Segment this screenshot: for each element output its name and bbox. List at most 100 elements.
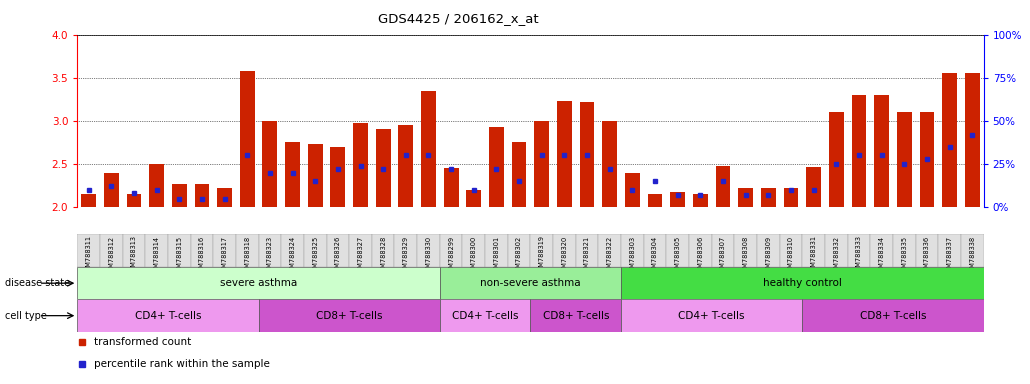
- Bar: [621, 235, 644, 267]
- Text: percentile rank within the sample: percentile rank within the sample: [94, 359, 270, 369]
- Bar: [671, 192, 685, 207]
- Bar: [530, 300, 621, 332]
- Text: CD4+ T-cells: CD4+ T-cells: [135, 311, 201, 321]
- Bar: [240, 71, 254, 207]
- Bar: [394, 235, 417, 267]
- Bar: [734, 235, 757, 267]
- Bar: [81, 194, 96, 207]
- Bar: [304, 235, 327, 267]
- Text: GSM788320: GSM788320: [561, 235, 568, 276]
- Text: GSM788319: GSM788319: [539, 235, 545, 275]
- Bar: [512, 142, 526, 207]
- Bar: [874, 95, 889, 207]
- Bar: [331, 147, 345, 207]
- Text: CD4+ T-cells: CD4+ T-cells: [452, 311, 518, 321]
- Bar: [485, 235, 508, 267]
- Bar: [757, 235, 780, 267]
- Bar: [693, 194, 708, 207]
- Text: CD8+ T-cells: CD8+ T-cells: [860, 311, 926, 321]
- Bar: [761, 188, 776, 207]
- Text: GSM788316: GSM788316: [199, 235, 205, 276]
- Text: non-severe asthma: non-severe asthma: [480, 278, 581, 288]
- Bar: [236, 235, 259, 267]
- Bar: [259, 300, 440, 332]
- Text: GSM788327: GSM788327: [357, 235, 364, 276]
- Text: GSM788315: GSM788315: [176, 235, 182, 276]
- Text: GSM788311: GSM788311: [85, 235, 92, 275]
- Text: GSM788325: GSM788325: [312, 235, 318, 276]
- Text: CD4+ T-cells: CD4+ T-cells: [679, 311, 745, 321]
- Text: GSM788310: GSM788310: [788, 235, 794, 276]
- Bar: [712, 235, 734, 267]
- Bar: [145, 235, 168, 267]
- Bar: [308, 144, 322, 207]
- Bar: [648, 194, 662, 207]
- Bar: [100, 235, 123, 267]
- Text: GDS4425 / 206162_x_at: GDS4425 / 206162_x_at: [378, 12, 539, 25]
- Bar: [259, 235, 281, 267]
- Bar: [213, 235, 236, 267]
- Text: GSM788328: GSM788328: [380, 235, 386, 276]
- Bar: [829, 112, 844, 207]
- Bar: [353, 123, 368, 207]
- Bar: [77, 300, 259, 332]
- Bar: [557, 101, 572, 207]
- Text: GSM788335: GSM788335: [901, 235, 907, 276]
- Bar: [440, 267, 621, 300]
- Text: GSM788304: GSM788304: [652, 235, 658, 276]
- Bar: [263, 121, 277, 207]
- Bar: [376, 129, 390, 207]
- Bar: [421, 91, 436, 207]
- Bar: [440, 300, 530, 332]
- Text: GSM788323: GSM788323: [267, 235, 273, 276]
- Bar: [716, 166, 730, 207]
- Bar: [508, 235, 530, 267]
- Text: GSM788324: GSM788324: [289, 235, 296, 276]
- Bar: [149, 164, 164, 207]
- Text: GSM788334: GSM788334: [879, 235, 885, 276]
- Bar: [535, 121, 549, 207]
- Text: GSM788300: GSM788300: [471, 235, 477, 276]
- Bar: [191, 235, 213, 267]
- Text: CD8+ T-cells: CD8+ T-cells: [316, 311, 382, 321]
- Bar: [938, 235, 961, 267]
- Bar: [285, 142, 300, 207]
- Text: disease state: disease state: [5, 278, 70, 288]
- Bar: [625, 173, 640, 207]
- Text: GSM788337: GSM788337: [947, 235, 953, 276]
- Bar: [942, 73, 957, 207]
- Text: GSM788326: GSM788326: [335, 235, 341, 276]
- Bar: [281, 235, 304, 267]
- Bar: [666, 235, 689, 267]
- Bar: [689, 235, 712, 267]
- Text: GSM788338: GSM788338: [969, 235, 975, 276]
- Bar: [553, 235, 576, 267]
- Text: GSM788321: GSM788321: [584, 235, 590, 276]
- Text: GSM788314: GSM788314: [153, 235, 160, 276]
- Bar: [349, 235, 372, 267]
- Bar: [104, 173, 118, 207]
- Bar: [489, 127, 504, 207]
- Bar: [467, 190, 481, 207]
- Bar: [530, 235, 553, 267]
- Text: GSM788306: GSM788306: [697, 235, 703, 276]
- Text: GSM788313: GSM788313: [131, 235, 137, 275]
- Bar: [920, 112, 934, 207]
- Text: GSM788317: GSM788317: [221, 235, 228, 276]
- Bar: [127, 194, 141, 207]
- Text: GSM788302: GSM788302: [516, 235, 522, 276]
- Text: GSM788336: GSM788336: [924, 235, 930, 276]
- Text: GSM788322: GSM788322: [607, 235, 613, 276]
- Text: GSM788309: GSM788309: [765, 235, 771, 276]
- Bar: [893, 235, 916, 267]
- Text: GSM788308: GSM788308: [743, 235, 749, 276]
- Bar: [372, 235, 394, 267]
- Bar: [825, 235, 848, 267]
- Bar: [195, 184, 209, 207]
- Text: GSM788332: GSM788332: [833, 235, 839, 276]
- Bar: [644, 235, 666, 267]
- Bar: [217, 188, 232, 207]
- Bar: [621, 267, 984, 300]
- Bar: [77, 267, 440, 300]
- Bar: [576, 235, 598, 267]
